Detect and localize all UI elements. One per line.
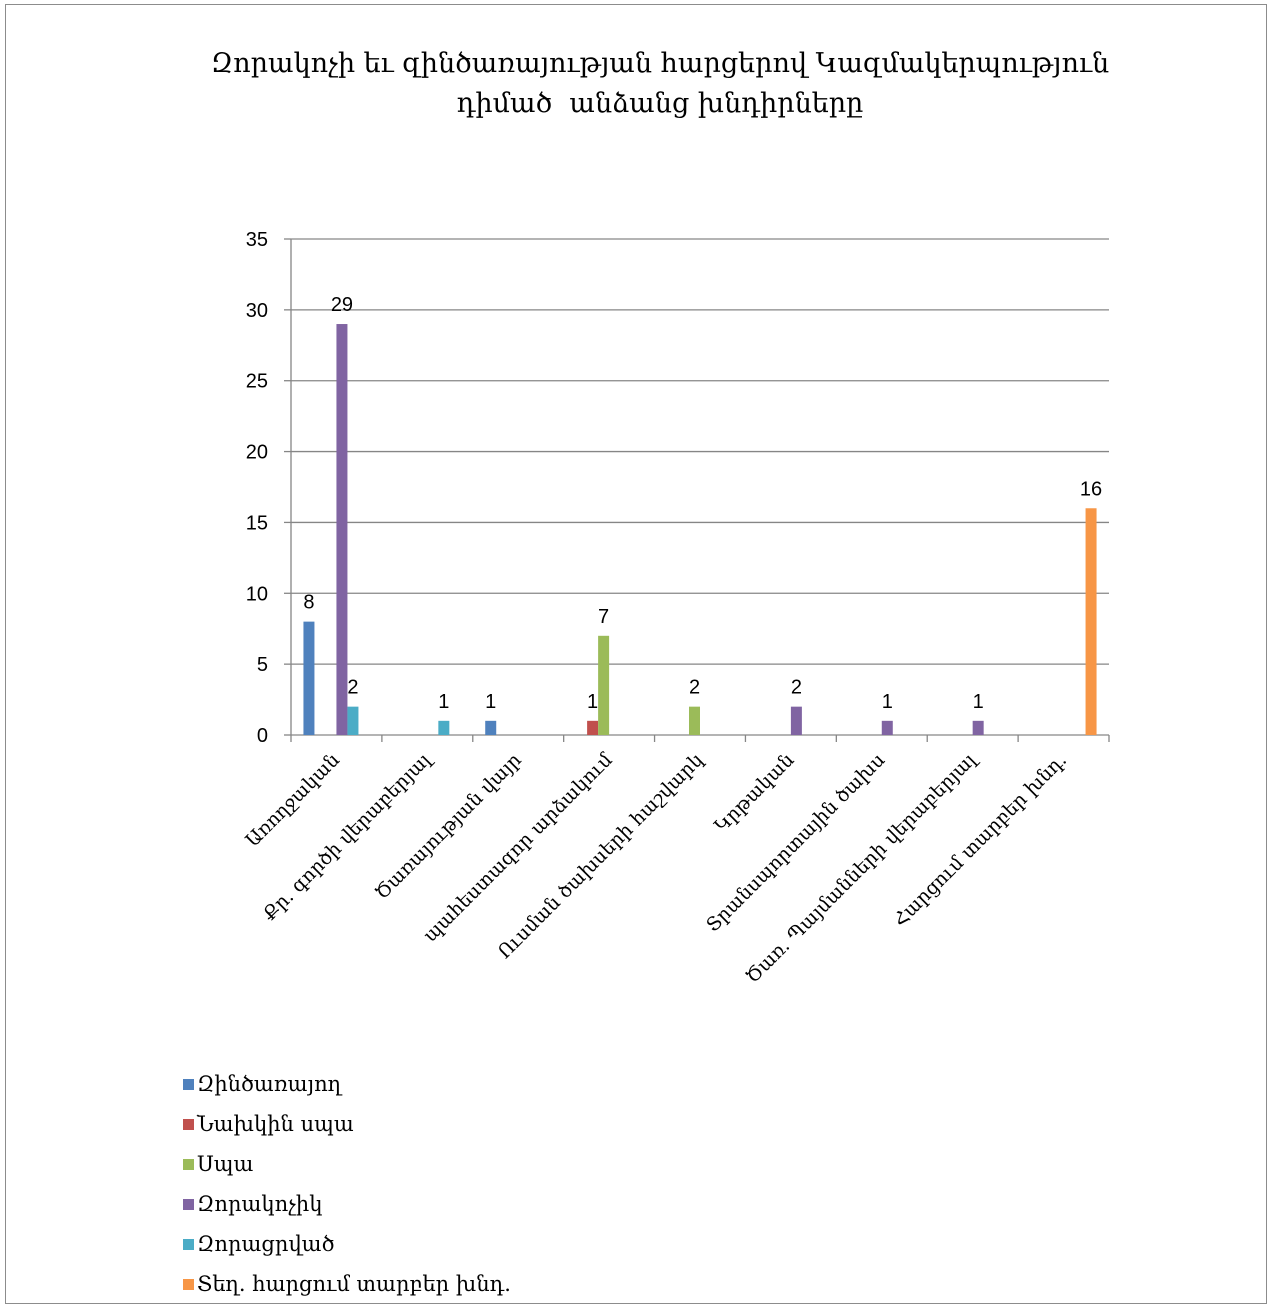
- legend-swatch: [183, 1078, 194, 1090]
- chart-title-line-2: դիմած անձանց խնդիրները: [456, 88, 864, 119]
- y-tick-label: 20: [246, 442, 268, 464]
- bar: [1085, 508, 1097, 735]
- x-category-label: Հարցում տարբեր խնդ.: [889, 749, 1071, 931]
- bar: [689, 706, 700, 735]
- x-category-label: Տրանսպորտային ծախս: [702, 749, 889, 936]
- legend-label: Տեղ. հարցում տարբեր խնդ.: [197, 1272, 511, 1296]
- y-tick-label: 25: [246, 371, 268, 393]
- legend-label: Նախկին սպա: [197, 1112, 354, 1136]
- x-category-label: Ծառայության վայր: [371, 749, 526, 904]
- bar-chart: 0 5 10 15 20 25 30 35 8 29 2 Առողջական 1 Քր. գործի վե…: [241, 229, 1110, 988]
- y-tick-label: 35: [246, 229, 268, 251]
- legend-item: Զինծառայող: [183, 1064, 511, 1104]
- data-label: 16: [1080, 478, 1102, 500]
- bar: [598, 635, 610, 735]
- bar: [881, 720, 893, 735]
- bar: [347, 706, 359, 735]
- data-label: 8: [303, 592, 314, 614]
- data-label: 1: [882, 691, 893, 713]
- x-category-label: Քր. գործի վերաբերյալ: [258, 747, 436, 925]
- y-tick-label: 15: [246, 512, 268, 534]
- data-label: 1: [973, 691, 984, 713]
- legend-swatch: [183, 1278, 194, 1290]
- legend-item: Տեղ. հարցում տարբեր խնդ.: [183, 1264, 511, 1304]
- x-category-label: Առողջական: [241, 749, 344, 852]
- bar: [336, 324, 348, 735]
- legend-label: Զինծառայող: [197, 1072, 342, 1096]
- y-tick-label: 0: [257, 725, 268, 747]
- bar: [438, 720, 450, 735]
- legend: Զինծառայող Նախկին սպա Սպա Զորակոչիկ Զորացրվա…: [183, 1064, 511, 1304]
- data-label: 2: [791, 677, 802, 699]
- legend-swatch: [183, 1158, 194, 1170]
- data-label: 29: [331, 294, 353, 316]
- x-category-label: Ուսման ծախսերի հաշվարկ: [494, 749, 708, 963]
- x-category-label: պահեստազոր արձակում: [419, 748, 617, 946]
- legend-item: Զորացրված: [183, 1224, 511, 1264]
- legend-label: Զորակոչիկ: [197, 1192, 323, 1216]
- chart-title: Զորակոչի եւ զինծառայության հարցերով Կազմ…: [160, 44, 1160, 124]
- legend-item: Զորակոչիկ: [183, 1184, 511, 1224]
- legend-item: Սպա: [183, 1144, 511, 1184]
- y-tick-label: 10: [246, 583, 268, 605]
- data-label: 1: [587, 691, 598, 713]
- legend-item: Նախկին սպա: [183, 1104, 511, 1144]
- bar: [790, 706, 802, 735]
- data-label: 1: [485, 691, 496, 713]
- bar: [485, 720, 497, 735]
- x-category-label: Կրթական: [710, 749, 798, 837]
- bar: [303, 621, 315, 735]
- legend-swatch: [183, 1198, 194, 1210]
- bar: [972, 720, 984, 735]
- data-label: 2: [689, 677, 700, 699]
- legend-swatch: [183, 1118, 194, 1130]
- data-label: 1: [438, 691, 449, 713]
- y-tick-label: 30: [246, 300, 268, 322]
- data-label: 7: [598, 606, 609, 628]
- bar: [587, 720, 599, 735]
- chart-title-line-1: Զորակոչի եւ զինծառայության հարցերով Կազմ…: [210, 48, 1110, 79]
- y-tick-label: 5: [257, 654, 268, 676]
- data-label: 2: [347, 677, 358, 699]
- legend-label: Զորացրված: [197, 1232, 335, 1256]
- legend-swatch: [183, 1238, 194, 1250]
- legend-label: Սպա: [197, 1152, 254, 1176]
